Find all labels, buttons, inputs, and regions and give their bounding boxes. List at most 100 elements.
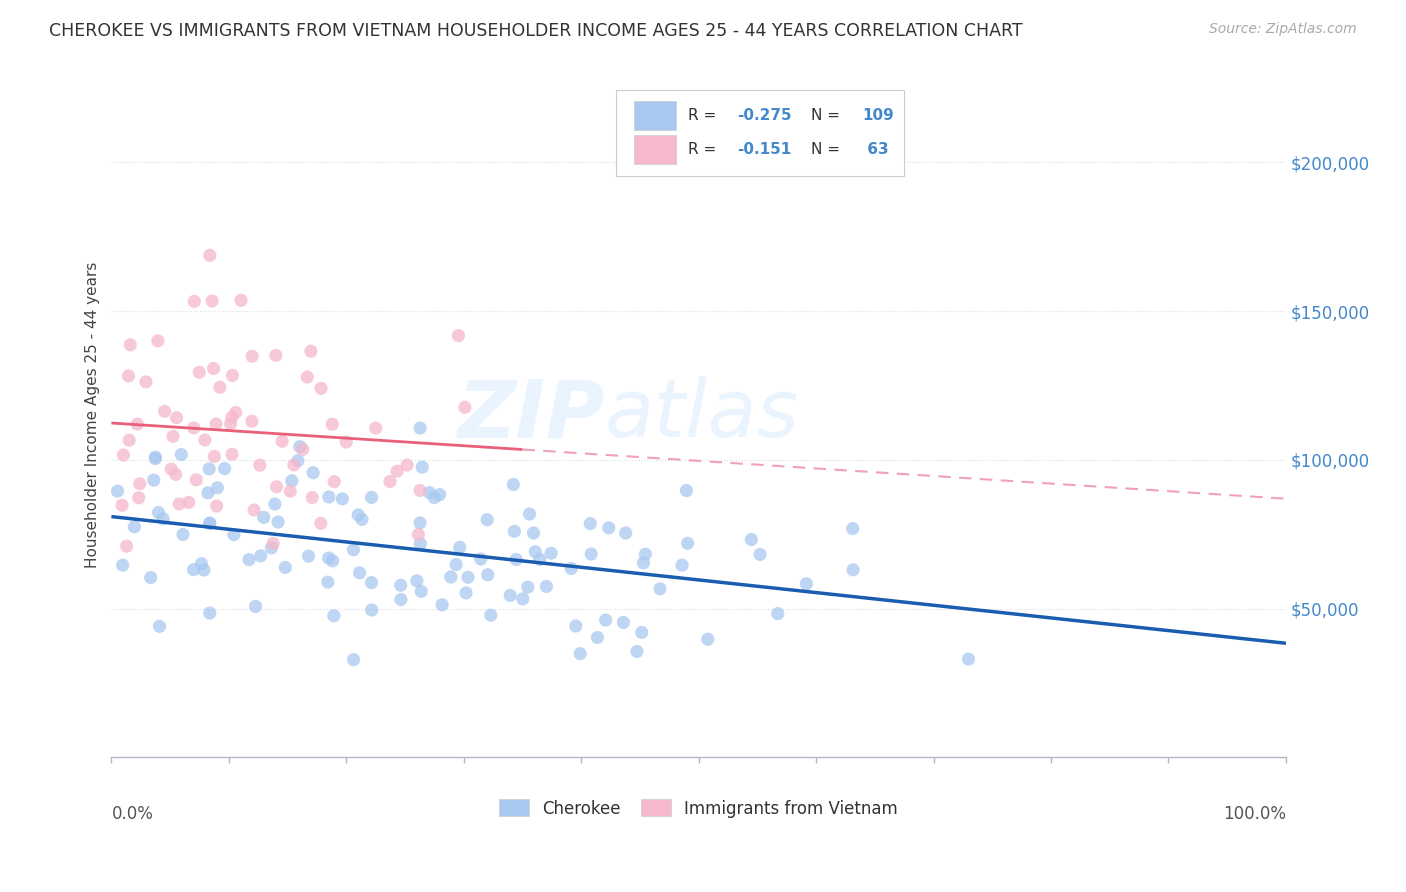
- Point: [505, 552, 527, 566]
- Point: [411, 584, 433, 599]
- Point: [287, 453, 309, 467]
- Point: [676, 536, 699, 550]
- Point: [477, 567, 499, 582]
- Text: 0.0%: 0.0%: [111, 805, 153, 823]
- Point: [671, 558, 693, 573]
- Point: [309, 381, 332, 395]
- Point: [569, 647, 592, 661]
- Point: [634, 547, 657, 561]
- Point: [614, 526, 637, 541]
- Point: [202, 450, 225, 464]
- Point: [586, 631, 609, 645]
- Point: [454, 586, 477, 600]
- Point: [360, 575, 382, 590]
- Text: R =: R =: [688, 108, 721, 123]
- Text: Source: ZipAtlas.com: Source: ZipAtlas.com: [1209, 22, 1357, 37]
- Text: N =: N =: [811, 108, 845, 123]
- Point: [516, 580, 538, 594]
- Point: [183, 294, 205, 309]
- Text: 100.0%: 100.0%: [1223, 805, 1286, 823]
- Text: R =: R =: [688, 142, 725, 157]
- Point: [267, 515, 290, 529]
- Point: [565, 619, 588, 633]
- Text: 109: 109: [862, 108, 894, 123]
- Point: [633, 556, 655, 570]
- FancyBboxPatch shape: [616, 90, 904, 176]
- Point: [148, 619, 170, 633]
- Legend: Cherokee, Immigrants from Vietnam: Cherokee, Immigrants from Vietnam: [499, 799, 898, 817]
- Point: [183, 421, 205, 435]
- Point: [186, 473, 208, 487]
- Point: [183, 563, 205, 577]
- Point: [266, 480, 288, 494]
- Point: [560, 561, 582, 575]
- Point: [519, 507, 541, 521]
- Point: [253, 510, 276, 524]
- Point: [479, 608, 502, 623]
- Point: [579, 547, 602, 561]
- Point: [198, 516, 221, 531]
- Point: [598, 521, 620, 535]
- Point: [115, 539, 138, 553]
- Point: [166, 410, 188, 425]
- Point: [264, 348, 287, 362]
- Point: [475, 513, 498, 527]
- Point: [449, 541, 471, 555]
- Point: [322, 554, 344, 568]
- Point: [249, 549, 271, 563]
- Point: [198, 516, 221, 530]
- Point: [316, 575, 339, 590]
- Point: [188, 365, 211, 379]
- Point: [524, 545, 547, 559]
- Point: [145, 451, 167, 466]
- Point: [219, 417, 242, 431]
- Point: [190, 557, 212, 571]
- Point: [626, 644, 648, 658]
- Point: [411, 460, 433, 475]
- Point: [335, 434, 357, 449]
- Point: [447, 328, 470, 343]
- Point: [323, 475, 346, 489]
- Point: [499, 588, 522, 602]
- Point: [675, 483, 697, 498]
- Point: [389, 578, 412, 592]
- Point: [221, 368, 243, 383]
- Point: [349, 566, 371, 580]
- Point: [696, 632, 718, 647]
- Text: -0.151: -0.151: [737, 142, 792, 157]
- Point: [429, 487, 451, 501]
- Point: [107, 484, 129, 499]
- Point: [148, 506, 170, 520]
- Point: [418, 485, 440, 500]
- Point: [260, 541, 283, 555]
- Point: [360, 603, 382, 617]
- Point: [208, 380, 231, 394]
- Point: [160, 462, 183, 476]
- Point: [406, 574, 429, 588]
- Point: [112, 448, 135, 462]
- Point: [262, 536, 284, 550]
- Point: [408, 527, 430, 541]
- Point: [201, 293, 224, 308]
- Y-axis label: Householder Income Ages 25 - 44 years: Householder Income Ages 25 - 44 years: [86, 262, 100, 568]
- Point: [271, 434, 294, 449]
- Point: [332, 491, 354, 506]
- Point: [291, 442, 314, 457]
- Point: [249, 458, 271, 473]
- Point: [385, 464, 408, 478]
- Point: [522, 526, 544, 541]
- Point: [128, 476, 150, 491]
- Point: [145, 450, 167, 464]
- Point: [796, 576, 818, 591]
- Point: [170, 448, 193, 462]
- Point: [214, 461, 236, 475]
- Point: [409, 516, 432, 530]
- Point: [202, 361, 225, 376]
- Point: [146, 334, 169, 348]
- Point: [457, 570, 479, 584]
- Point: [111, 498, 134, 512]
- Point: [318, 551, 340, 566]
- Point: [297, 549, 319, 564]
- Point: [111, 558, 134, 573]
- Point: [841, 522, 863, 536]
